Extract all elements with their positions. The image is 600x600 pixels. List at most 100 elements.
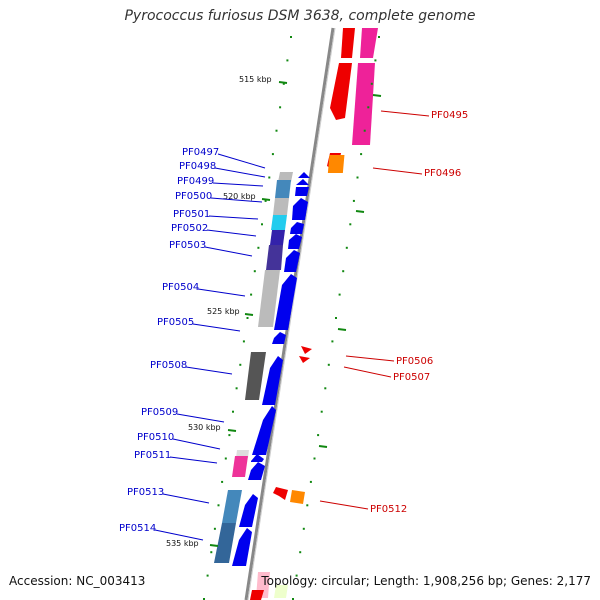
gene-label-PF0498[interactable]: PF0498 [179,161,216,172]
gene-label-PF0495[interactable]: PF0495 [431,110,468,121]
leader-line-PF0509 [176,413,225,423]
reverse-gene-PF0512-orange[interactable] [290,490,305,504]
left-ruler-dot [228,434,231,437]
right-ruler-dot [349,223,352,226]
left-ruler-dot [275,129,278,132]
right-ruler-dot [317,434,320,437]
leader-line-PF0511 [169,456,218,464]
gene-label-PF0496[interactable]: PF0496 [424,168,461,179]
forward-gene-arrow-PF0511[interactable] [248,462,265,480]
context-block-steel-2 [222,490,242,523]
right-ruler-dot [306,504,309,507]
gene-label-PF0512[interactable]: PF0512 [370,504,407,515]
gene-label-PF0499[interactable]: PF0499 [177,176,214,187]
leader-line-PF0500 [210,197,263,203]
scale-tick-525 [244,313,254,316]
scale-tick-530 [227,429,237,432]
gene-label-PF0513[interactable]: PF0513 [127,487,164,498]
right-ruler-dots [292,36,380,600]
right-ruler-dot [302,527,305,530]
right-scale-tick-1 [355,210,365,213]
forward-gene-arrow-PF0500[interactable] [292,198,308,220]
forward-gene-arrow-PF0510[interactable] [251,454,264,462]
left-ruler-dot [257,246,260,249]
reverse-gene-PF0512-red[interactable] [273,487,288,500]
context-block-indigo-1 [270,230,285,245]
reverse-gene-PF0496-orange[interactable] [327,155,345,173]
right-ruler-dot [299,551,302,554]
gene-label-PF0506[interactable]: PF0506 [396,356,433,367]
scale-ticks: 515 kbp 520 kbp 525 kbp 530 kbp 535 kbp [166,75,382,548]
gene-label-PF0503[interactable]: PF0503 [169,240,206,251]
right-scale-tick-3 [318,445,328,448]
gene-label-PF0514[interactable]: PF0514 [119,523,156,534]
gene-label-PF0500[interactable]: PF0500 [175,191,212,202]
scale-tick-535 [209,544,219,547]
leader-line-PF0512 [319,500,369,510]
right-ruler-dot [324,387,327,390]
gene-label-PF0501[interactable]: PF0501 [173,209,210,220]
left-ruler-dot [232,410,234,413]
right-scale-tick-2 [337,328,347,331]
gene-label-PF0511[interactable]: PF0511 [134,450,171,461]
forward-gene-arrow-PF0514[interactable] [232,528,252,566]
left-ruler-dot [242,340,245,343]
forward-gene-arrow-PF0497[interactable] [298,172,310,178]
reverse-gene-PF0506[interactable] [301,346,312,354]
forward-gene-arrow-PF0498[interactable] [296,179,309,185]
reverse-gene-PF0507[interactable] [299,356,310,363]
forward-gene-arrow-PF0513[interactable] [239,494,258,527]
gene-label-PF0507[interactable]: PF0507 [393,372,430,383]
right-ruler-dot [374,59,377,62]
forward-gene-arrow-PF0505[interactable] [272,332,286,344]
scale-tick-515 [278,81,288,84]
left-ruler-dot [235,387,238,390]
leader-line-PF0504 [197,288,246,297]
right-ruler-dot [309,480,312,483]
leader-line-PF0496 [372,167,423,175]
context-block-darkgray [245,352,266,400]
left-ruler-dot [239,363,242,366]
scale-tick-520 [261,198,271,201]
forward-gene-arrow-PF0509[interactable] [252,406,276,455]
right-ruler-dot [320,410,323,413]
right-ruler-dot [356,176,359,179]
context-block-cyan [271,215,287,230]
left-ruler-dot [221,480,224,483]
gene-label-PF0510[interactable]: PF0510 [137,432,174,443]
gene-label-PF0497[interactable]: PF0497 [182,147,219,158]
forward-gene-arrow-PF0502[interactable] [288,234,302,249]
left-ruler-dot [246,317,249,319]
left-ruler-dot [250,293,253,296]
forward-gene-arrow-PF0499[interactable] [295,187,309,196]
forward-gene-arrow-PF0501[interactable] [290,222,304,234]
leader-line-PF0499 [212,182,264,187]
leader-line-PF0507 [343,366,392,378]
right-gene-labels: PF0495 PF0496 PF0506 PF0507 PF0512 [319,110,468,515]
gene-label-PF0509[interactable]: PF0509 [141,407,178,418]
forward-gene-arrow-PF0504[interactable] [274,274,297,330]
forward-gene-arrow-PF0503[interactable] [284,250,300,272]
context-block-grey-2 [273,198,289,215]
backbone-highlight [247,27,336,600]
gene-label-PF0508[interactable]: PF0508 [150,360,187,371]
forward-gene-arrow-PF0508[interactable] [262,356,283,405]
scale-tick-label-520: 520 kbp [223,192,256,201]
reverse-gene-PF0495-red[interactable] [330,63,352,120]
reverse-gene-PF0495-magenta[interactable] [352,63,375,145]
gene-label-PF0504[interactable]: PF0504 [162,282,199,293]
gene-label-PF0502[interactable]: PF0502 [171,223,208,234]
right-ruler-dot [378,36,380,38]
reverse-gene-top-magenta[interactable] [360,28,378,58]
page-title: Pyrococcus furiosus DSM 3638, complete g… [124,8,476,24]
leader-line-PF0514 [154,529,204,541]
gene-label-PF0505[interactable]: PF0505 [157,317,194,328]
right-ruler-dot [363,129,366,132]
reverse-gene-top-red[interactable] [341,28,355,58]
leader-line-PF0510 [172,438,221,450]
leader-line-PF0502 [206,229,257,237]
left-ruler-dot [268,176,271,179]
scale-tick-label-515: 515 kbp [239,75,272,84]
right-ruler-dot [352,199,355,202]
right-ruler-dot [345,246,348,249]
